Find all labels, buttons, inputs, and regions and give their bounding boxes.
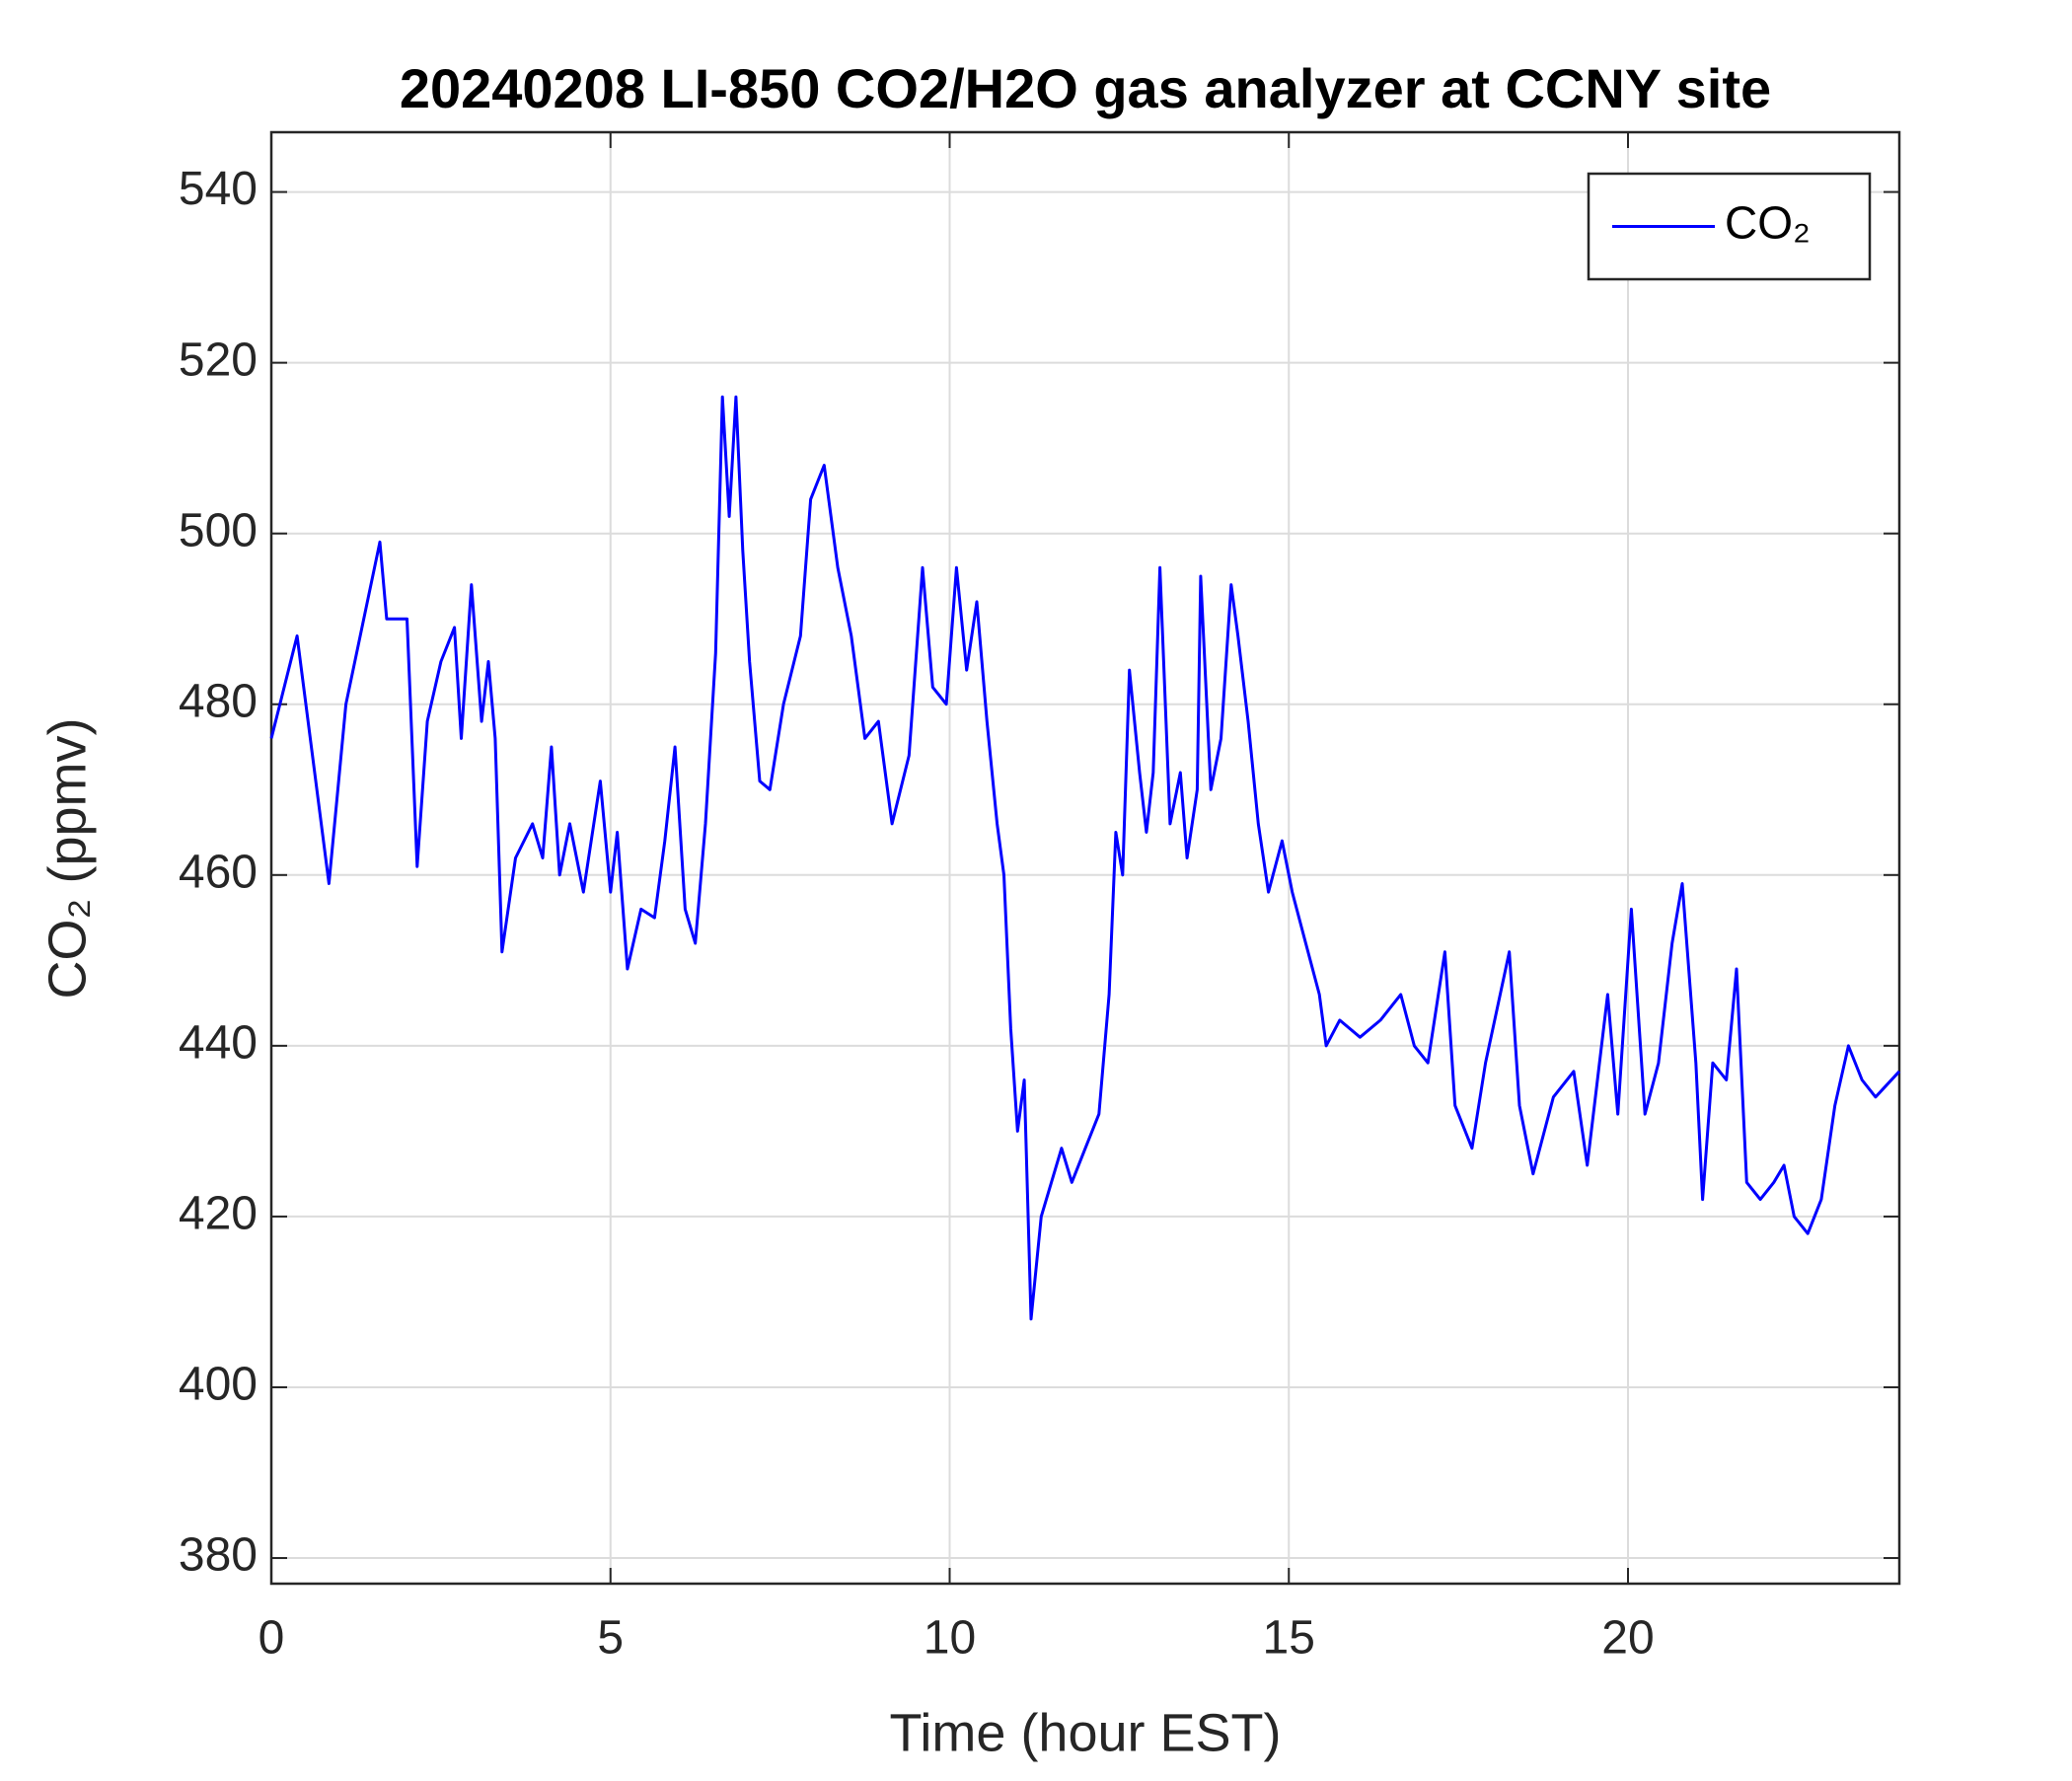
y-tick-label: 540 bbox=[179, 163, 258, 215]
y-tick-label: 380 bbox=[179, 1529, 258, 1582]
x-tick-label: 20 bbox=[1601, 1612, 1654, 1665]
y-tick-label: 500 bbox=[179, 504, 258, 557]
y-tick-label: 400 bbox=[179, 1359, 258, 1411]
x-tick-label: 10 bbox=[924, 1612, 976, 1665]
plot-frame bbox=[269, 130, 1901, 1586]
y-axis-label: CO₂ (ppmv) bbox=[37, 718, 97, 1000]
x-axis-label: Time (hour EST) bbox=[889, 1703, 1281, 1762]
x-tick-label: 0 bbox=[259, 1612, 285, 1665]
data-line bbox=[269, 395, 1901, 1321]
y-tick-label: 460 bbox=[179, 846, 258, 898]
legend-label: CO₂ bbox=[1725, 197, 1811, 249]
chart-title: 20240208 LI-850 CO2/H2O gas analyzer at … bbox=[400, 57, 1771, 119]
y-tick-label: 520 bbox=[179, 334, 258, 386]
x-tick-label: 15 bbox=[1263, 1612, 1315, 1665]
x-tick-label: 5 bbox=[597, 1612, 624, 1665]
y-tick-label: 440 bbox=[179, 1017, 258, 1070]
y-tick-label: 480 bbox=[179, 675, 258, 727]
y-tick-label: 420 bbox=[179, 1188, 258, 1240]
